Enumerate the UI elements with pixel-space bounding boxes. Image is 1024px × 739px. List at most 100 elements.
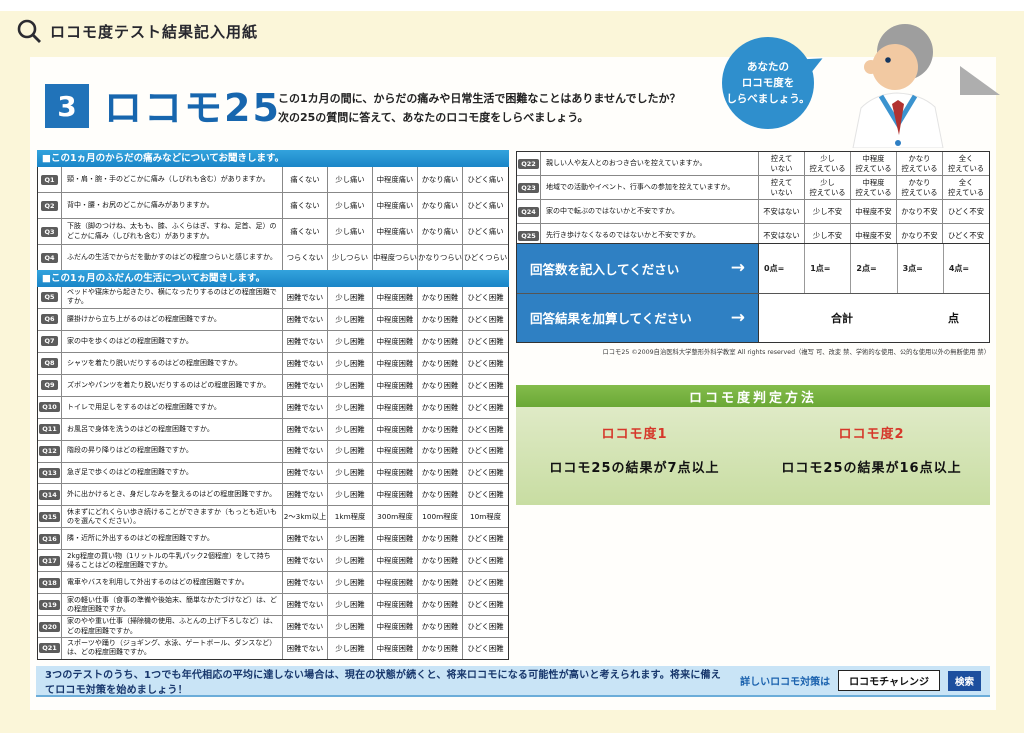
answer-option-4[interactable]: かなり困難	[418, 440, 463, 462]
answer-option-1[interactable]: 困難でない	[283, 374, 328, 396]
answer-option-3[interactable]: 中程度 控えている	[851, 152, 897, 175]
answer-option-2[interactable]: 少し痛い	[328, 167, 373, 192]
answer-option-5[interactable]: ひどく痛い	[467, 200, 504, 210]
answer-option-2[interactable]: 少し困難	[328, 594, 373, 616]
answer-option-3[interactable]: 中程度困難	[373, 440, 418, 462]
answer-option-2[interactable]: 少し困難	[328, 550, 373, 572]
answer-option-3[interactable]: 中程度困難	[373, 287, 418, 308]
answer-option-1[interactable]: 不安はない	[759, 224, 805, 247]
answer-option-2[interactable]: 少し 控えている	[805, 176, 851, 199]
answer-option-4[interactable]: かなり困難	[418, 594, 463, 616]
answer-option-5[interactable]: ひどく困難	[467, 402, 504, 412]
score-cell-input[interactable]: 3点=	[896, 244, 943, 293]
answer-option-1[interactable]: 不安はない	[759, 200, 805, 223]
answer-option-4[interactable]: かなり困難	[418, 330, 463, 352]
answer-option-1[interactable]: 控えて いない	[759, 152, 805, 175]
answer-option-5[interactable]: ひどく困難	[467, 556, 504, 566]
answer-option-1[interactable]: 困難でない	[283, 396, 328, 418]
answer-option-4[interactable]: かなり痛い	[418, 193, 463, 218]
answer-option-2[interactable]: 1km程度	[328, 506, 373, 528]
answer-option-2[interactable]: 少し困難	[328, 572, 373, 594]
answer-option-3[interactable]: 中程度困難	[373, 616, 418, 637]
answer-option-3[interactable]: 中程度困難	[373, 396, 418, 418]
answer-option-4[interactable]: 100m程度	[418, 506, 463, 528]
answer-option-5[interactable]: ひどく困難	[467, 600, 504, 610]
answer-option-2[interactable]: 少し困難	[328, 352, 373, 374]
answer-option-4[interactable]: かなり困難	[418, 616, 463, 637]
answer-option-3[interactable]: 中程度困難	[373, 308, 418, 330]
answer-option-2[interactable]: 少し困難	[328, 330, 373, 352]
answer-option-5[interactable]: ひどく困難	[467, 578, 504, 588]
answer-option-3[interactable]: 中程度困難	[373, 330, 418, 352]
answer-option-1[interactable]: 困難でない	[283, 287, 328, 308]
answer-option-3[interactable]: 中程度不安	[851, 224, 897, 247]
answer-option-1[interactable]: 2〜3km以上	[283, 506, 328, 528]
answer-option-4[interactable]: かなり痛い	[418, 167, 463, 192]
answer-option-3[interactable]: 中程度 控えている	[851, 176, 897, 199]
answer-option-5[interactable]: 全く 控えている	[947, 178, 985, 197]
answer-option-1[interactable]: つらくない	[283, 245, 328, 270]
answer-option-3[interactable]: 300m程度	[373, 506, 418, 528]
answer-option-5[interactable]: 10m程度	[470, 512, 501, 522]
answer-option-5[interactable]: ひどく困難	[467, 336, 504, 346]
answer-option-2[interactable]: 少し困難	[328, 440, 373, 462]
answer-option-4[interactable]: かなり痛い	[418, 219, 463, 244]
answer-option-2[interactable]: 少し痛い	[328, 193, 373, 218]
answer-option-5[interactable]: ひどく困難	[467, 292, 504, 302]
answer-option-4[interactable]: かなり困難	[418, 308, 463, 330]
answer-option-5[interactable]: ひどく困難	[467, 314, 504, 324]
answer-option-1[interactable]: 痛くない	[283, 167, 328, 192]
answer-option-4[interactable]: かなり困難	[418, 287, 463, 308]
answer-option-1[interactable]: 困難でない	[283, 352, 328, 374]
score-cell-input[interactable]: 0点=	[764, 263, 785, 273]
answer-option-5[interactable]: ひどく困難	[467, 380, 504, 390]
answer-option-2[interactable]: 少し 控えている	[805, 152, 851, 175]
total-input-area[interactable]: 合計 点	[759, 294, 989, 343]
answer-option-2[interactable]: 少し困難	[328, 616, 373, 637]
answer-option-4[interactable]: かなり困難	[418, 638, 463, 659]
score-cell-input[interactable]: 4点=	[942, 244, 989, 293]
answer-option-1[interactable]: 困難でない	[283, 528, 328, 550]
answer-option-5[interactable]: ひどく困難	[467, 534, 504, 544]
answer-option-1[interactable]: 困難でない	[283, 462, 328, 484]
answer-option-5[interactable]: 全く 控えている	[947, 154, 985, 173]
answer-option-3[interactable]: 中程度痛い	[373, 193, 418, 218]
answer-option-2[interactable]: 少し困難	[328, 396, 373, 418]
answer-option-2[interactable]: 少し困難	[328, 418, 373, 440]
answer-option-5[interactable]: ひどく困難	[467, 446, 504, 456]
answer-option-2[interactable]: 少し困難	[328, 638, 373, 659]
answer-option-4[interactable]: かなり困難	[418, 528, 463, 550]
answer-option-3[interactable]: 中程度困難	[373, 594, 418, 616]
answer-option-1[interactable]: 困難でない	[283, 572, 328, 594]
answer-option-4[interactable]: かなり困難	[418, 374, 463, 396]
answer-option-4[interactable]: かなり困難	[418, 484, 463, 506]
answer-option-5[interactable]: ひどくつらい	[463, 252, 508, 262]
answer-option-5[interactable]: ひどく困難	[467, 490, 504, 500]
answer-option-3[interactable]: 中程度困難	[373, 638, 418, 659]
answer-option-5[interactable]: ひどく困難	[467, 358, 504, 368]
answer-option-2[interactable]: 少し困難	[328, 484, 373, 506]
answer-option-1[interactable]: 困難でない	[283, 550, 328, 572]
answer-option-4[interactable]: かなり困難	[418, 352, 463, 374]
answer-option-5[interactable]: ひどく不安	[947, 206, 985, 216]
answer-option-3[interactable]: 中程度困難	[373, 484, 418, 506]
answer-option-2[interactable]: 少し困難	[328, 308, 373, 330]
answer-option-3[interactable]: 中程度痛い	[373, 219, 418, 244]
answer-option-2[interactable]: 少し困難	[328, 528, 373, 550]
answer-option-3[interactable]: 中程度困難	[373, 528, 418, 550]
answer-option-3[interactable]: 中程度つらい	[373, 245, 418, 270]
search-button[interactable]: 検索	[947, 670, 981, 691]
answer-option-1[interactable]: 痛くない	[283, 193, 328, 218]
answer-option-4[interactable]: かなり 控えている	[897, 152, 943, 175]
answer-option-1[interactable]: 困難でない	[283, 616, 328, 637]
answer-option-1[interactable]: 困難でない	[283, 330, 328, 352]
answer-option-5[interactable]: ひどく不安	[947, 230, 985, 240]
answer-option-3[interactable]: 中程度困難	[373, 462, 418, 484]
answer-option-4[interactable]: かなり 控えている	[897, 176, 943, 199]
answer-option-4[interactable]: かなり不安	[897, 200, 943, 223]
answer-option-2[interactable]: 少し痛い	[328, 219, 373, 244]
answer-option-1[interactable]: 控えて いない	[759, 176, 805, 199]
answer-option-1[interactable]: 困難でない	[283, 594, 328, 616]
answer-option-2[interactable]: 少し不安	[805, 200, 851, 223]
search-keyword-box[interactable]: ロコモチャレンジ	[838, 670, 940, 691]
